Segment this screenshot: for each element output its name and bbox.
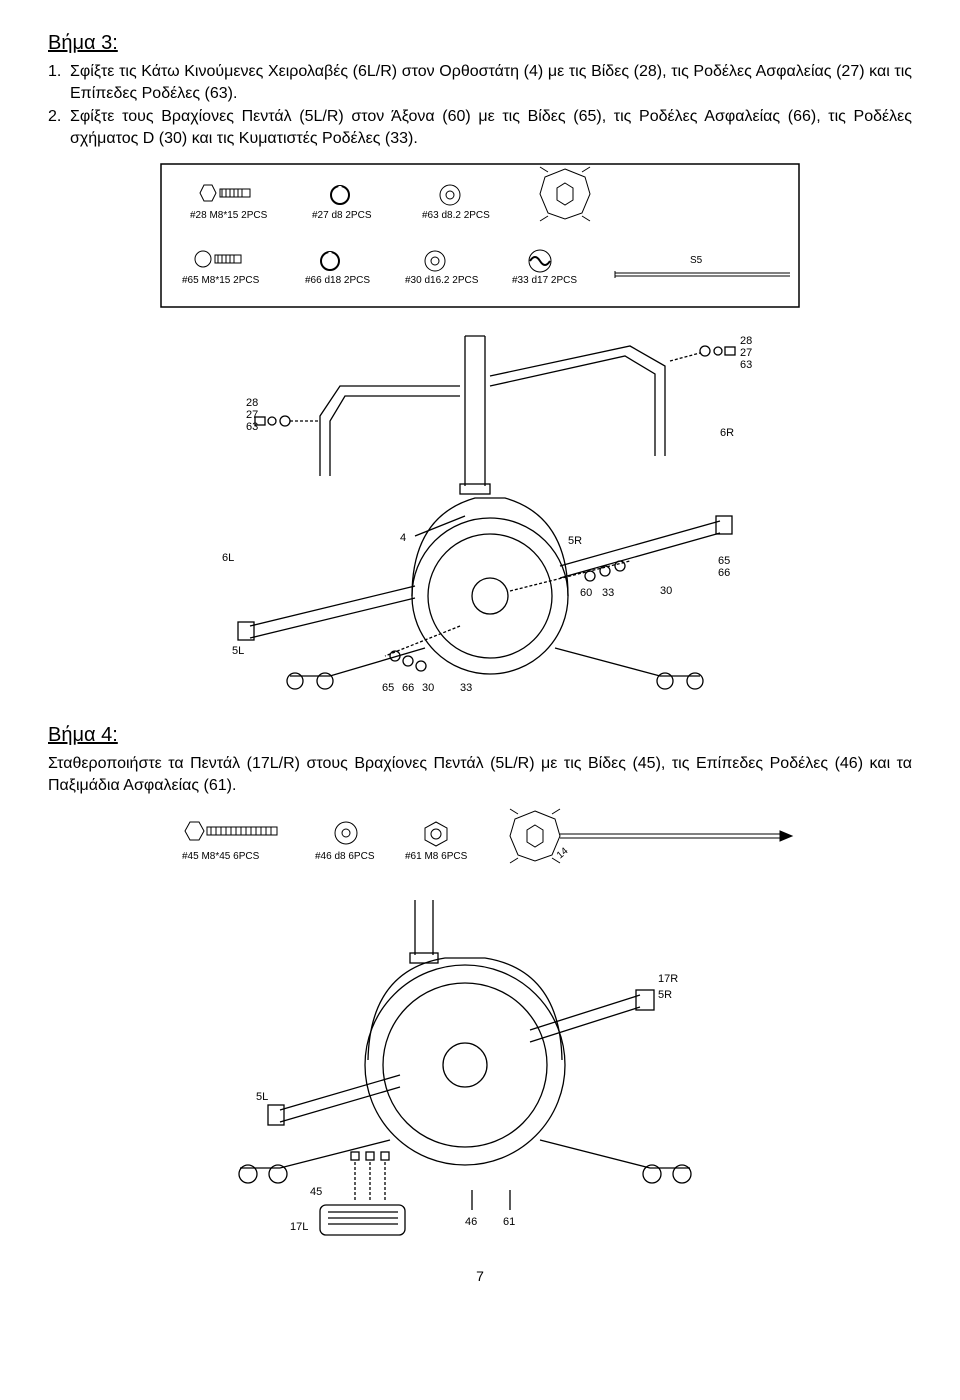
step3-title: Βήμα 3: [48, 32, 912, 55]
callout: 5L [232, 645, 244, 657]
item-number: 1. [48, 61, 70, 104]
hw-label: S5 [690, 255, 703, 266]
step4-title: Βήμα 4: [48, 724, 912, 747]
callout: 17L [290, 1221, 308, 1233]
wrench-size: 14 [555, 845, 571, 861]
hw-label: #28 M8*15 2PCS [190, 210, 268, 221]
callout: 63 [740, 359, 752, 371]
hw-label: #46 d8 6PCS [315, 851, 375, 862]
hw-label: #30 d16.2 2PCS [405, 275, 479, 286]
callout: 28 [246, 397, 258, 409]
hw-label: #33 d17 2PCS [512, 275, 577, 286]
callout: 4 [400, 532, 406, 544]
callout: 6R [720, 427, 734, 439]
step4-hardware-box: #45 M8*45 6PCS #46 d8 6PCS #61 M8 6PCS 1… [160, 807, 800, 882]
callout: 33 [602, 587, 614, 599]
callout: 46 [465, 1216, 477, 1228]
step3-list: 1. Σφίξτε τις Κάτω Κινούμενες Χειρολαβές… [48, 61, 912, 149]
hw-label: #63 d8.2 2PCS [422, 210, 490, 221]
callout: 5R [568, 535, 582, 547]
item-number: 2. [48, 106, 70, 149]
step4-paragraph: Σταθεροποιήστε τα Πεντάλ (17L/R) στους Β… [48, 753, 912, 796]
hw-label: #27 d8 2PCS [312, 210, 372, 221]
callout: 65 [718, 555, 730, 567]
step3-assembly-diagram: 28 27 63 6L 5L 28 27 63 6R 5R 60 33 30 6… [160, 326, 800, 706]
callout: 45 [310, 1186, 322, 1198]
callout: 30 [422, 682, 434, 694]
hw-label: #45 M8*45 6PCS [182, 851, 260, 862]
hw-label: #66 d18 2PCS [305, 275, 370, 286]
callout: 63 [246, 421, 258, 433]
item-text: Σφίξτε τις Κάτω Κινούμενες Χειρολαβές (6… [70, 61, 912, 104]
callout: 33 [460, 682, 472, 694]
hw-label: #61 M8 6PCS [405, 851, 468, 862]
callout: 60 [580, 587, 592, 599]
callout: 66 [402, 682, 414, 694]
item-text: Σφίξτε τους Βραχίονες Πεντάλ (5L/R) στον… [70, 106, 912, 149]
page-number: 7 [48, 1268, 912, 1284]
callout: 5R [658, 989, 672, 1001]
hw-label: #65 M8*15 2PCS [182, 275, 260, 286]
callout: 27 [246, 409, 258, 421]
callout: 61 [503, 1216, 515, 1228]
callout: 27 [740, 347, 752, 359]
callout: 65 [382, 682, 394, 694]
list-item: 2. Σφίξτε τους Βραχίονες Πεντάλ (5L/R) σ… [48, 106, 912, 149]
callout: 66 [718, 567, 730, 579]
callout: 17R [658, 973, 678, 985]
step4-assembly-diagram: 17R 5R 5L 45 46 61 17L [220, 900, 740, 1250]
callout: 5L [256, 1091, 268, 1103]
step3-hardware-box: #28 M8*15 2PCS #27 d8 2PCS #63 d8.2 2PCS… [160, 163, 800, 308]
callout: 28 [740, 335, 752, 347]
callout: 6L [222, 552, 234, 564]
callout: 30 [660, 585, 672, 597]
list-item: 1. Σφίξτε τις Κάτω Κινούμενες Χειρολαβές… [48, 61, 912, 104]
